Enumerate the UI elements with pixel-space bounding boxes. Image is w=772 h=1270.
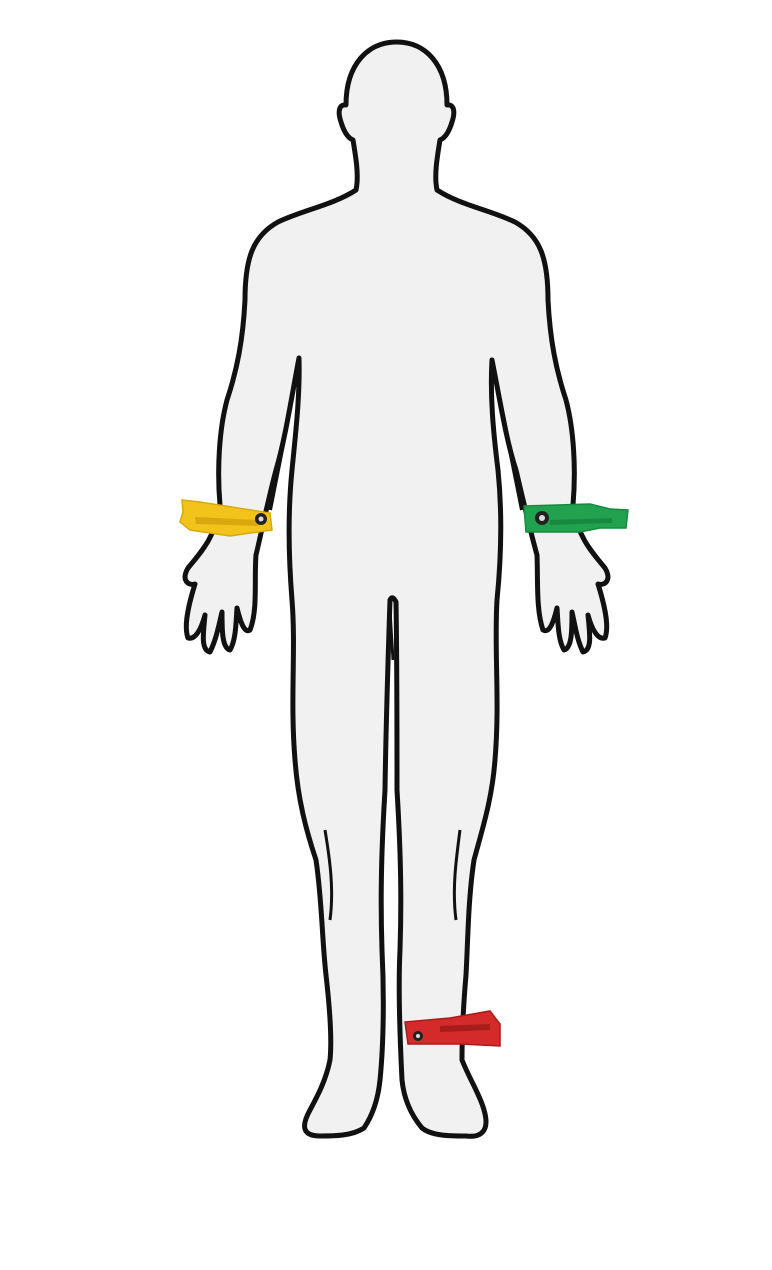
leg-gap-line	[388, 599, 395, 661]
right-arm-electrode	[179, 499, 273, 537]
left-arm-electrode	[523, 503, 629, 533]
electrode-clamp-shade	[550, 518, 612, 525]
electrode-clamp-shade	[440, 1024, 490, 1032]
electrode-clamp	[179, 499, 273, 537]
body-silhouette	[182, 39, 611, 1139]
body-outline	[182, 39, 611, 1139]
electrode-clamp-shade	[195, 517, 258, 526]
right-inner-arm-line	[268, 357, 301, 511]
left-leg-electrode	[404, 1010, 501, 1047]
left-knee-line	[452, 829, 462, 921]
right-knee-line	[323, 829, 334, 921]
left-inner-arm-line	[490, 359, 524, 511]
